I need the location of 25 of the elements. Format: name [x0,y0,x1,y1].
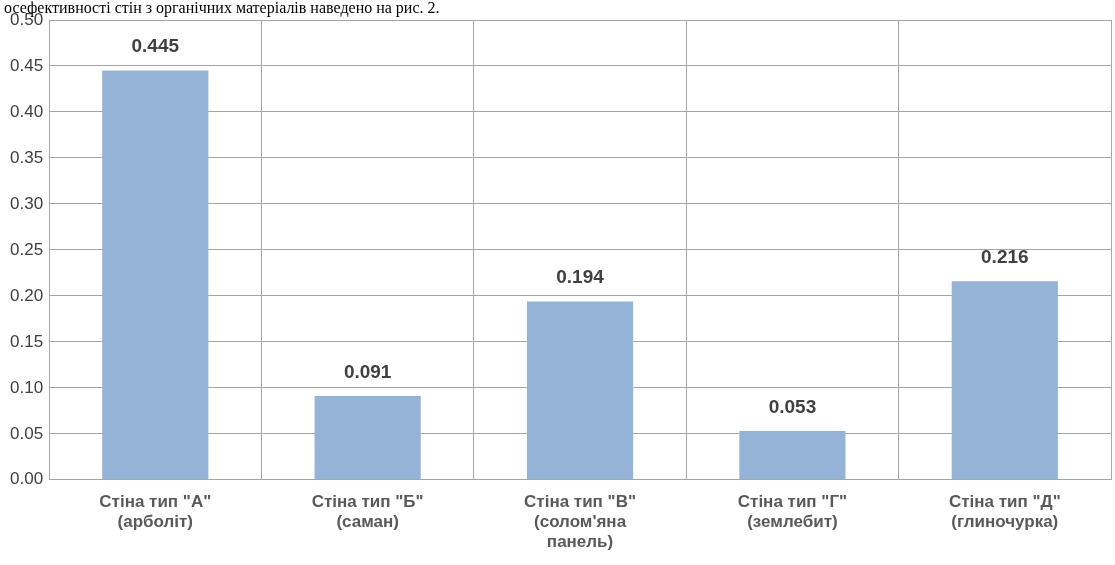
y-tick-label: 0.40 [9,101,44,121]
y-tick-label: 0.25 [9,239,44,259]
y-tick-label: 0.30 [9,193,44,213]
y-tick-label: 0.00 [9,469,44,489]
data-label: 0.091 [343,360,392,382]
y-tick-label: 0.15 [9,331,44,351]
bar [739,431,846,480]
bar [102,70,209,480]
x-tick-label: Стіна тип "Г" (землебит) [737,491,848,532]
y-tick-label: 0.05 [9,423,44,443]
data-label: 0.445 [131,35,180,57]
bar [526,301,634,480]
x-tick-label: Стіна тип "Б" (саман) [311,491,424,532]
bar [951,281,1058,480]
y-tick-label: 0.20 [9,285,44,305]
data-label: 0.216 [981,245,1029,267]
y-tick-label: 0.45 [9,55,44,75]
x-tick-label: Стіна тип "Д" (глиночурка) [948,491,1061,532]
data-label: 0.053 [768,395,817,417]
y-tick-label: 0.35 [9,147,44,167]
y-tick-label: 0.10 [9,377,44,397]
x-tick-label: Стіна тип "А" (арболіт) [99,491,212,532]
bar [314,396,421,480]
x-tick-label: Стіна тип "В" (солом'яна панель) [524,491,637,552]
data-label: 0.194 [556,266,605,288]
